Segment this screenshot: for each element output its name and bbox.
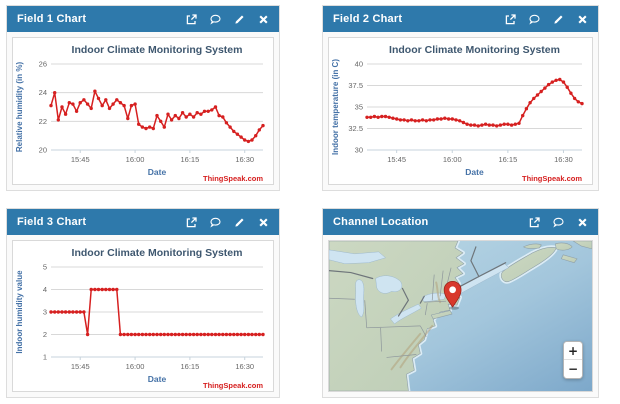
external-link-icon[interactable] <box>186 216 197 228</box>
svg-text:15:45: 15:45 <box>71 362 90 371</box>
svg-text:Indoor temperature (in C): Indoor temperature (in C) <box>331 59 340 155</box>
edit-pencil-icon[interactable] <box>234 217 245 228</box>
panel-header-actions <box>186 13 269 25</box>
close-icon[interactable] <box>258 14 269 25</box>
panel-header: Field 1 Chart <box>7 6 279 32</box>
svg-text:ThingSpeak.com: ThingSpeak.com <box>203 174 263 183</box>
close-icon[interactable] <box>258 217 269 228</box>
svg-text:Indoor humidity value: Indoor humidity value <box>15 270 24 354</box>
comment-icon[interactable] <box>553 217 564 228</box>
svg-text:16:15: 16:15 <box>181 155 200 164</box>
svg-text:26: 26 <box>39 60 47 69</box>
panel-header: Field 2 Chart <box>323 6 598 32</box>
svg-text:Indoor Climate Monitoring Syst: Indoor Climate Monitoring System <box>72 247 243 259</box>
panel-header-actions <box>505 13 588 25</box>
svg-text:16:00: 16:00 <box>443 155 462 164</box>
svg-text:4: 4 <box>43 285 47 294</box>
svg-text:16:30: 16:30 <box>235 155 254 164</box>
panel-header-actions <box>186 216 269 228</box>
panel-channel-location: Channel Location <box>322 208 599 398</box>
external-link-icon[interactable] <box>186 13 197 25</box>
map-location-pin[interactable] <box>443 281 462 310</box>
map-relief <box>390 281 442 371</box>
channel-location-map[interactable]: + − <box>328 240 593 392</box>
svg-text:15:45: 15:45 <box>71 155 90 164</box>
panel-title: Field 1 Chart <box>17 13 87 25</box>
comment-icon[interactable] <box>210 217 221 228</box>
panel-body: 1 2 3 4 5 15:45 16:00 16:15 16:30 Indoor Climate … <box>7 235 279 397</box>
close-icon[interactable] <box>577 217 588 228</box>
svg-text:Relative humidity (in %): Relative humidity (in %) <box>15 62 24 153</box>
field1-humidity-chart: 20 22 24 26 15:45 16:00 16:15 16:30 Indoor Clima… <box>15 44 265 183</box>
map-canvas <box>329 241 592 391</box>
svg-text:5: 5 <box>43 263 47 272</box>
svg-text:15:45: 15:45 <box>387 155 406 164</box>
svg-text:16:30: 16:30 <box>554 155 573 164</box>
svg-text:35: 35 <box>355 103 363 112</box>
panel-body: 30 32.5 35 37.5 40 15:45 16:00 16:15 16:30 Indoor… <box>323 32 598 190</box>
edit-pencil-icon[interactable] <box>553 14 564 25</box>
chart-box: 30 32.5 35 37.5 40 15:45 16:00 16:15 16:30 Indoor… <box>328 37 593 185</box>
svg-text:16:30: 16:30 <box>235 362 254 371</box>
close-icon[interactable] <box>577 14 588 25</box>
comment-icon[interactable] <box>210 14 221 25</box>
panel-field2-chart: Field 2 Chart 30 32.5 35 37.5 40 15:45 16:00 16… <box>322 5 599 191</box>
svg-text:16:00: 16:00 <box>126 155 145 164</box>
map-zoom-control: + − <box>563 341 583 379</box>
panel-header: Channel Location <box>323 209 598 235</box>
panel-body: 20 22 24 26 15:45 16:00 16:15 16:30 Indoor Clima… <box>7 32 279 190</box>
panel-body: + − <box>323 235 598 397</box>
svg-text:37.5: 37.5 <box>348 81 363 90</box>
svg-text:Date: Date <box>465 167 484 177</box>
svg-text:24: 24 <box>39 88 47 97</box>
svg-text:Date: Date <box>148 374 167 384</box>
panel-field3-chart: Field 3 Chart 1 2 3 4 5 15:45 16:00 16:15 16:30 I… <box>6 208 280 398</box>
map-zoom-out-button[interactable]: − <box>564 360 582 378</box>
field2-temperature-chart: 30 32.5 35 37.5 40 15:45 16:00 16:15 16:30 Indoor… <box>331 44 584 183</box>
external-link-icon[interactable] <box>529 216 540 228</box>
svg-text:Indoor Climate Monitoring Syst: Indoor Climate Monitoring System <box>72 44 243 56</box>
svg-text:Date: Date <box>148 167 167 177</box>
edit-pencil-icon[interactable] <box>234 14 245 25</box>
svg-text:3: 3 <box>43 308 47 317</box>
panel-title: Channel Location <box>333 216 429 228</box>
svg-text:Indoor Climate Monitoring Syst: Indoor Climate Monitoring System <box>389 44 560 56</box>
chart-box: 1 2 3 4 5 15:45 16:00 16:15 16:30 Indoor Climate … <box>12 240 274 392</box>
field3-humidity-value-chart: 1 2 3 4 5 15:45 16:00 16:15 16:30 Indoor Climate … <box>15 247 265 390</box>
svg-text:ThingSpeak.com: ThingSpeak.com <box>522 174 582 183</box>
svg-text:40: 40 <box>355 60 363 69</box>
svg-text:16:15: 16:15 <box>181 362 200 371</box>
panel-title: Field 2 Chart <box>333 13 403 25</box>
map-state-borders <box>329 267 452 358</box>
panel-header: Field 3 Chart <box>7 209 279 235</box>
svg-text:1: 1 <box>43 353 47 362</box>
svg-text:16:15: 16:15 <box>498 155 517 164</box>
svg-text:16:00: 16:00 <box>126 362 145 371</box>
svg-text:20: 20 <box>39 146 47 155</box>
panel-field1-chart: Field 1 Chart 20 22 24 26 15:45 16:00 16:15 16:… <box>6 5 280 191</box>
map-zoom-in-button[interactable]: + <box>564 342 582 360</box>
comment-icon[interactable] <box>529 14 540 25</box>
svg-text:2: 2 <box>43 330 47 339</box>
svg-text:22: 22 <box>39 117 47 126</box>
svg-text:32.5: 32.5 <box>348 124 363 133</box>
chart-box: 20 22 24 26 15:45 16:00 16:15 16:30 Indoor Clima… <box>12 37 274 185</box>
svg-text:30: 30 <box>355 146 363 155</box>
svg-text:ThingSpeak.com: ThingSpeak.com <box>203 381 263 390</box>
panel-header-actions <box>529 216 588 228</box>
map-lakes <box>329 249 510 325</box>
panel-title: Field 3 Chart <box>17 216 87 228</box>
external-link-icon[interactable] <box>505 13 516 25</box>
